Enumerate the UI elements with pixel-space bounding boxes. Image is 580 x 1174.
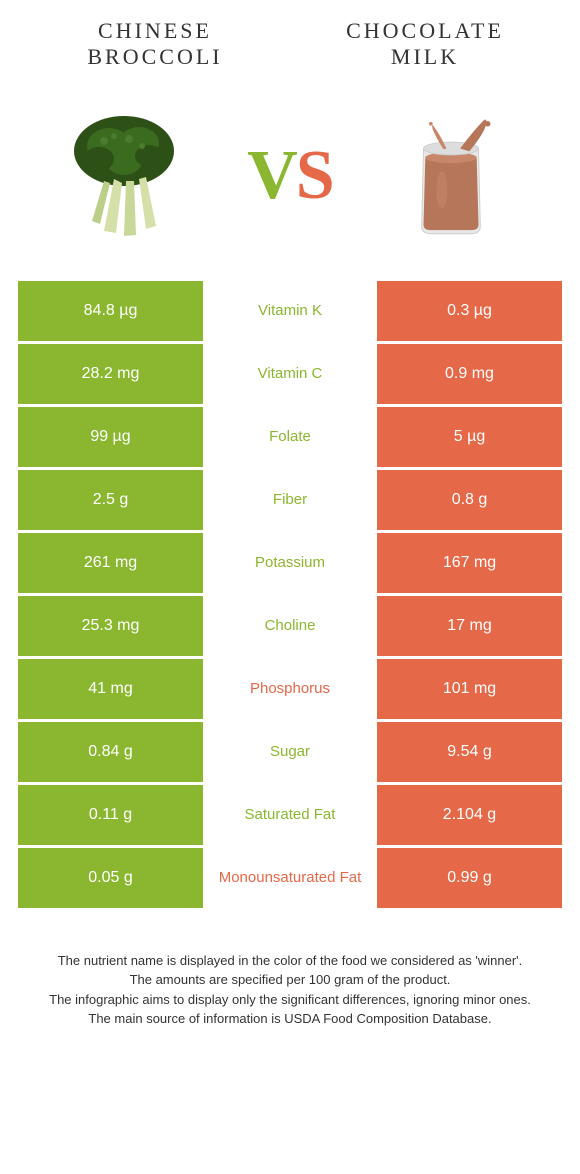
- table-row: 0.84 gSugar9.54 g: [18, 722, 562, 782]
- table-row: 25.3 mgCholine17 mg: [18, 596, 562, 656]
- footnote-line: The amounts are specified per 100 gram o…: [30, 970, 550, 990]
- table-row: 0.11 gSaturated Fat2.104 g: [18, 785, 562, 845]
- table-row: 84.8 µgVitamin K0.3 µg: [18, 281, 562, 341]
- table-row: 28.2 mgVitamin C0.9 mg: [18, 344, 562, 404]
- left-value: 0.84 g: [18, 722, 203, 782]
- left-value: 0.11 g: [18, 785, 203, 845]
- right-value: 5 µg: [377, 407, 562, 467]
- comparison-table: 84.8 µgVitamin K0.3 µg28.2 mgVitamin C0.…: [0, 281, 580, 908]
- right-value: 0.3 µg: [377, 281, 562, 341]
- right-value: 101 mg: [377, 659, 562, 719]
- right-food-title: Chocolate Milk: [315, 18, 535, 71]
- nutrient-label: Choline: [203, 596, 377, 656]
- footnote-line: The nutrient name is displayed in the co…: [30, 951, 550, 971]
- right-value: 0.99 g: [377, 848, 562, 908]
- left-value: 2.5 g: [18, 470, 203, 530]
- table-row: 99 µgFolate5 µg: [18, 407, 562, 467]
- images-row: VS: [0, 81, 580, 281]
- header-titles: Chinese Broccoli Chocolate Milk: [0, 0, 580, 81]
- nutrient-label: Potassium: [203, 533, 377, 593]
- left-value: 0.05 g: [18, 848, 203, 908]
- table-row: 2.5 gFiber0.8 g: [18, 470, 562, 530]
- vs-s: S: [296, 137, 333, 214]
- left-food-title: Chinese Broccoli: [45, 18, 265, 71]
- right-value: 17 mg: [377, 596, 562, 656]
- nutrient-label: Sugar: [203, 722, 377, 782]
- left-value: 99 µg: [18, 407, 203, 467]
- nutrient-label: Phosphorus: [203, 659, 377, 719]
- nutrient-label: Vitamin C: [203, 344, 377, 404]
- left-value: 84.8 µg: [18, 281, 203, 341]
- footnote-line: The main source of information is USDA F…: [30, 1009, 550, 1029]
- table-row: 261 mgPotassium167 mg: [18, 533, 562, 593]
- broccoli-image: [49, 96, 209, 256]
- table-row: 41 mgPhosphorus101 mg: [18, 659, 562, 719]
- right-value: 9.54 g: [377, 722, 562, 782]
- right-value: 0.8 g: [377, 470, 562, 530]
- nutrient-label: Vitamin K: [203, 281, 377, 341]
- vs-v: V: [247, 137, 296, 214]
- nutrient-label: Fiber: [203, 470, 377, 530]
- right-value: 2.104 g: [377, 785, 562, 845]
- footnote-line: The infographic aims to display only the…: [30, 990, 550, 1010]
- left-value: 41 mg: [18, 659, 203, 719]
- right-value: 167 mg: [377, 533, 562, 593]
- table-row: 0.05 gMonounsaturated Fat0.99 g: [18, 848, 562, 908]
- right-value: 0.9 mg: [377, 344, 562, 404]
- left-value: 261 mg: [18, 533, 203, 593]
- footnotes: The nutrient name is displayed in the co…: [0, 911, 580, 1029]
- vs-label: VS: [247, 136, 333, 216]
- left-value: 25.3 mg: [18, 596, 203, 656]
- nutrient-label: Monounsaturated Fat: [203, 848, 377, 908]
- nutrient-label: Saturated Fat: [203, 785, 377, 845]
- nutrient-label: Folate: [203, 407, 377, 467]
- left-value: 28.2 mg: [18, 344, 203, 404]
- chocolate-milk-image: [371, 96, 531, 256]
